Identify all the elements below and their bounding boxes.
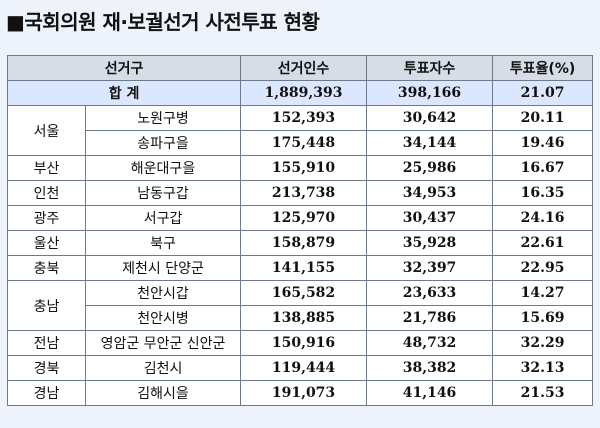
district-cell: 김해시을: [84, 380, 242, 406]
total-row: 합 계 1,889,393 398,166 21.07: [6, 80, 594, 106]
voters-cell: 30,642: [366, 105, 494, 131]
district-cell: 남동구갑: [84, 180, 242, 206]
rate-cell: 32.29: [492, 330, 594, 356]
table-row: 경남 김해시을 191,073 41,146 21.53: [7, 380, 594, 406]
rate-cell: 16.67: [492, 155, 594, 181]
electors-cell: 125,970: [240, 205, 368, 231]
table-row: 서울 노원구병 152,393 30,642 20.11: [7, 105, 594, 156]
rate-cell: 32.13: [492, 355, 594, 381]
table-row: 전남 영암군 무안군 신안군 150,916 48,732 32.29: [7, 330, 594, 356]
table-row: 부산 해운대구을 155,910 25,986 16.67: [7, 155, 594, 181]
header-voters: 투표자수: [366, 55, 494, 81]
voters-cell: 35,928: [366, 230, 494, 256]
electors-cell: 175,448: [240, 130, 368, 156]
region-cell: 서울: [7, 105, 86, 156]
region-cell: 경남: [7, 380, 86, 406]
header-district: 선거구: [6, 55, 242, 81]
header-electors: 선거인수: [240, 55, 368, 81]
rate-cell: 24.16: [492, 205, 594, 231]
table-row: 충남 천안시갑 165,582 23,633 14.27: [7, 280, 594, 331]
voters-cell: 41,146: [366, 380, 494, 406]
district-cell: 김천시: [84, 355, 242, 381]
rate-cell: 16.35: [492, 180, 594, 206]
electors-cell: 150,916: [240, 330, 368, 356]
electors-cell: 165,582: [240, 280, 368, 306]
table-row: 울산 북구 158,879 35,928 22.61: [7, 230, 594, 256]
voters-cell: 21,786: [366, 305, 494, 331]
rate-cell: 22.61: [492, 230, 594, 256]
header-rate: 투표율(%): [492, 55, 594, 81]
table-row: 충북 제천시 단양군 141,155 32,397 22.95: [7, 255, 594, 281]
district-cell: 제천시 단양군: [84, 255, 242, 281]
region-cell: 인천: [7, 180, 86, 206]
table-row: 경북 김천시 119,444 38,382 32.13: [7, 355, 594, 381]
electors-cell: 191,073: [240, 380, 368, 406]
voters-cell: 32,397: [366, 255, 494, 281]
region-cell: 전남: [7, 330, 86, 356]
rate-cell: 20.11: [492, 105, 594, 131]
total-rate: 21.07: [492, 80, 594, 106]
table-header-row: 선거구 선거인수 투표자수 투표율(%): [6, 55, 594, 81]
electors-cell: 213,738: [240, 180, 368, 206]
district-cell: 송파구을: [84, 130, 242, 156]
table-row: 송파구을 175,448 34,144 19.46: [8, 130, 594, 156]
voters-cell: 34,144: [366, 130, 494, 156]
region-cell: 광주: [7, 205, 86, 231]
total-electors: 1,889,393: [240, 80, 368, 106]
table-row: 광주 서구갑 125,970 30,437 24.16: [7, 205, 594, 231]
region-cell: 부산: [7, 155, 86, 181]
early-voting-table: 선거구 선거인수 투표자수 투표율(%) 합 계 1,889,393 398,1…: [6, 55, 594, 406]
electors-cell: 138,885: [240, 305, 368, 331]
electors-cell: 152,393: [240, 105, 368, 131]
rate-cell: 22.95: [492, 255, 594, 281]
table-row: 천안시병 138,885 21,786 15.69: [8, 305, 594, 331]
electors-cell: 158,879: [240, 230, 368, 256]
district-cell: 영암군 무안군 신안군: [84, 330, 242, 356]
electors-cell: 119,444: [240, 355, 368, 381]
total-voters: 398,166: [366, 80, 494, 106]
district-cell: 서구갑: [84, 205, 242, 231]
district-cell: 북구: [84, 230, 242, 256]
voters-cell: 25,986: [366, 155, 494, 181]
total-label: 합 계: [6, 80, 242, 106]
voters-cell: 48,732: [366, 330, 494, 356]
region-cell: 울산: [7, 230, 86, 256]
district-cell: 해운대구을: [84, 155, 242, 181]
electors-cell: 155,910: [240, 155, 368, 181]
region-cell: 경북: [7, 355, 86, 381]
rate-cell: 14.27: [492, 280, 594, 306]
table-row: 인천 남동구갑 213,738 34,953 16.35: [7, 180, 594, 206]
district-cell: 노원구병: [84, 105, 242, 131]
rate-cell: 19.46: [492, 130, 594, 156]
region-cell: 충남: [7, 280, 86, 331]
page-title: ■국회의원 재·보궐선거 사전투표 현황: [6, 10, 320, 34]
electors-cell: 141,155: [240, 255, 368, 281]
district-cell: 천안시갑: [84, 280, 242, 306]
voters-cell: 23,633: [366, 280, 494, 306]
voters-cell: 30,437: [366, 205, 494, 231]
voters-cell: 34,953: [366, 180, 494, 206]
rate-cell: 21.53: [492, 380, 594, 406]
rate-cell: 15.69: [492, 305, 594, 331]
voters-cell: 38,382: [366, 355, 494, 381]
district-cell: 천안시병: [84, 305, 242, 331]
region-cell: 충북: [7, 255, 86, 281]
